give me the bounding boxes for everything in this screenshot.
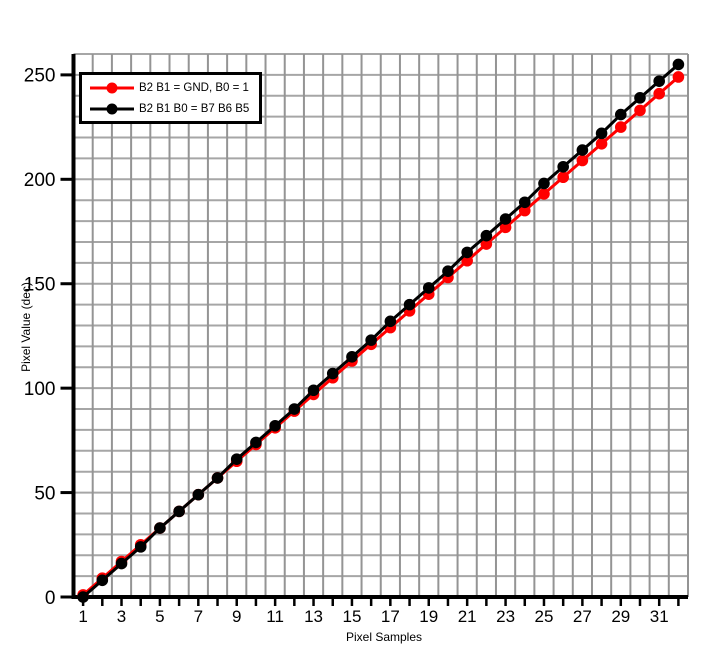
svg-text:7: 7 [194, 607, 203, 626]
svg-text:50: 50 [34, 483, 55, 504]
svg-text:31: 31 [650, 607, 669, 626]
svg-text:27: 27 [573, 607, 592, 626]
svg-text:250: 250 [24, 66, 56, 87]
svg-text:5: 5 [155, 607, 164, 626]
svg-text:200: 200 [24, 170, 56, 191]
legend-label-red: B2 B1 = GND, B0 = 1 [139, 81, 249, 94]
x-axis-title: Pixel Samples [345, 630, 423, 644]
legend-item-black: B2 B1 B0 = B7 B6 B5 [89, 98, 249, 119]
svg-text:1: 1 [78, 607, 87, 626]
svg-text:13: 13 [304, 607, 323, 626]
legend-marker-red-icon [90, 82, 134, 93]
svg-text:19: 19 [419, 607, 438, 626]
svg-text:23: 23 [496, 607, 515, 626]
svg-text:17: 17 [381, 607, 400, 626]
svg-text:0: 0 [45, 588, 56, 609]
legend-label-black: B2 B1 B0 = B7 B6 B5 [139, 102, 250, 115]
svg-text:29: 29 [611, 607, 630, 626]
svg-text:21: 21 [458, 607, 477, 626]
svg-text:9: 9 [232, 607, 241, 626]
legend: B2 B1 = GND, B0 = 1 B2 B1 B0 = B7 B6 B5 [79, 72, 263, 124]
y-axis-title: Pixel Value (dec) [19, 282, 33, 372]
svg-text:15: 15 [342, 607, 361, 626]
svg-text:11: 11 [266, 607, 284, 626]
svg-text:3: 3 [117, 607, 126, 626]
svg-text:25: 25 [535, 607, 554, 626]
svg-text:100: 100 [24, 379, 56, 400]
legend-item-red: B2 B1 = GND, B0 = 1 [89, 77, 249, 98]
legend-marker-black-icon [90, 103, 134, 114]
svg-text:150: 150 [24, 275, 56, 296]
